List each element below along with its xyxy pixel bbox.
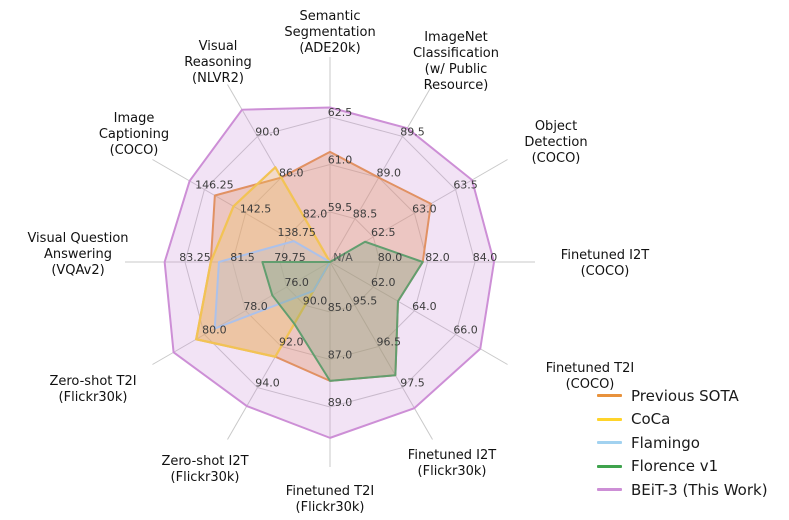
- tick-label: 66.0: [453, 324, 478, 337]
- tick-label: 92.0: [279, 335, 304, 348]
- series-line-florence-v1: [261, 240, 424, 382]
- legend-swatch-coca: [597, 417, 622, 421]
- series-fill-previous-sota: [196, 151, 431, 381]
- tick-label: 83.25: [179, 251, 211, 264]
- grid-ring: [231, 163, 429, 361]
- tick-label: 59.5: [328, 201, 353, 214]
- tick-label: 82.0: [303, 208, 328, 221]
- tick-label: 76.0: [284, 276, 309, 289]
- tick-label: 84.0: [473, 251, 498, 264]
- axis-label-visual-reasoning-nlvr2: Visual Reasoning (NLVR2): [184, 39, 251, 86]
- legend-item-coca: CoCa: [597, 408, 768, 432]
- tick-label: 89.0: [377, 167, 402, 180]
- tick-label: 142.5: [240, 202, 272, 215]
- legend-swatch-florence-v1: [597, 464, 622, 468]
- legend-label-flamingo: Flamingo: [631, 433, 700, 452]
- center-na-label: N/A: [333, 251, 353, 264]
- tick-label: 89.0: [328, 396, 353, 409]
- legend-label-florence-v1: Florence v1: [631, 457, 719, 476]
- tick-label: 96.5: [377, 335, 402, 348]
- legend: Previous SOTA CoCa Flamingo Florence v1 BEiT…: [597, 384, 768, 502]
- axis-spoke: [329, 261, 433, 440]
- axis-label-object-detection-coco: Object Detection (COCO): [524, 119, 587, 166]
- legend-item-florence-v1: Florence v1: [597, 455, 768, 479]
- tick-label: 62.5: [371, 226, 396, 239]
- tick-label: 63.5: [453, 179, 478, 192]
- tick-label: 86.0: [279, 167, 304, 180]
- tick-label: 146.25: [195, 179, 234, 192]
- axis-spoke: [329, 261, 508, 365]
- series-fill-florence-v1: [262, 241, 423, 381]
- tick-label: 97.5: [400, 377, 425, 390]
- axis-label-finetuned-t2i-flickr30k: Finetuned T2I (Flickr30k): [286, 484, 374, 515]
- grid-ring: [184, 116, 476, 408]
- axis-label-imagenet-classification-w-public-resource: ImageNet Classification (w/ Public Resource…: [413, 30, 499, 93]
- axis-spoke: [329, 84, 433, 263]
- tick-label: 62.5: [328, 106, 353, 119]
- legend-item-previous-sota: Previous SOTA: [597, 384, 768, 408]
- grid-ring: [279, 211, 381, 313]
- tick-label: 61.0: [328, 154, 353, 167]
- series-line-beit-3-this-work: [163, 106, 495, 439]
- tick-label: 85.0: [328, 301, 353, 314]
- legend-swatch-flamingo: [597, 441, 622, 445]
- legend-item-flamingo: Flamingo: [597, 431, 768, 455]
- axis-label-finetuned-i2t-flickr30k: Finetuned I2T (Flickr30k): [408, 448, 496, 479]
- axis-label-finetuned-i2t-coco: Finetuned I2T (COCO): [561, 248, 649, 279]
- legend-label-coca: CoCa: [631, 410, 671, 429]
- tick-labels: 59.5 61.0 62.5 88.5 89.0 89.5 62.5 63.0 63.5 80.0…: [179, 106, 497, 409]
- tick-label: 80.0: [378, 251, 403, 264]
- tick-label: 90.0: [255, 125, 280, 138]
- tick-label: 95.5: [353, 294, 378, 307]
- legend-swatch-beit-3-this-work: [597, 488, 622, 492]
- series-line-flamingo: [213, 240, 331, 330]
- tick-label: 90.0: [303, 294, 328, 307]
- axis-label-zero-shot-i2t-flickr30k: Zero-shot I2T (Flickr30k): [161, 454, 248, 485]
- axis-label-semantic-segmentation-ade20k: Semantic Segmentation (ADE20k): [284, 9, 375, 56]
- axis-label-zero-shot-t2i-flickr30k: Zero-shot T2I (Flickr30k): [49, 374, 136, 405]
- tick-label: 81.5: [230, 251, 255, 264]
- series-fill-beit-3-this-work: [164, 107, 494, 438]
- legend-item-beit-3-this-work: BEiT-3 (This Work): [597, 478, 768, 502]
- series-florence-v1: [261, 240, 424, 382]
- tick-label: 87.0: [328, 349, 353, 362]
- legend-label-previous-sota: Previous SOTA: [631, 386, 739, 405]
- tick-label: 79.75: [274, 251, 306, 264]
- axis-label-visual-question-answering-vqav2: Visual Question Answering (VQAv2): [27, 231, 128, 278]
- axis-spoke: [152, 261, 331, 365]
- tick-label: 89.5: [400, 125, 425, 138]
- series-line-coca: [195, 166, 332, 358]
- tick-label: 78.0: [243, 300, 268, 313]
- axis-labels: Semantic Segmentation (ADE20k) ImageNet Clas…: [27, 9, 649, 515]
- tick-label: 82.0: [425, 251, 450, 264]
- legend-swatch-previous-sota: [597, 394, 622, 398]
- legend-label-beit-3-this-work: BEiT-3 (This Work): [631, 480, 768, 499]
- tick-label: 88.5: [353, 208, 378, 221]
- tick-label: 64.0: [412, 300, 437, 313]
- tick-label: 63.0: [412, 202, 437, 215]
- axis-label-finetuned-t2i-coco: Finetuned T2I (COCO): [546, 361, 634, 392]
- series-beit-3-this-work: [163, 106, 495, 439]
- tick-label: 94.0: [255, 377, 280, 390]
- tick-label: 138.75: [277, 226, 316, 239]
- tick-label: 80.0: [202, 324, 227, 337]
- tick-label: 62.0: [371, 276, 396, 289]
- axis-label-image-captioning-coco: Image Captioning (COCO): [99, 111, 169, 158]
